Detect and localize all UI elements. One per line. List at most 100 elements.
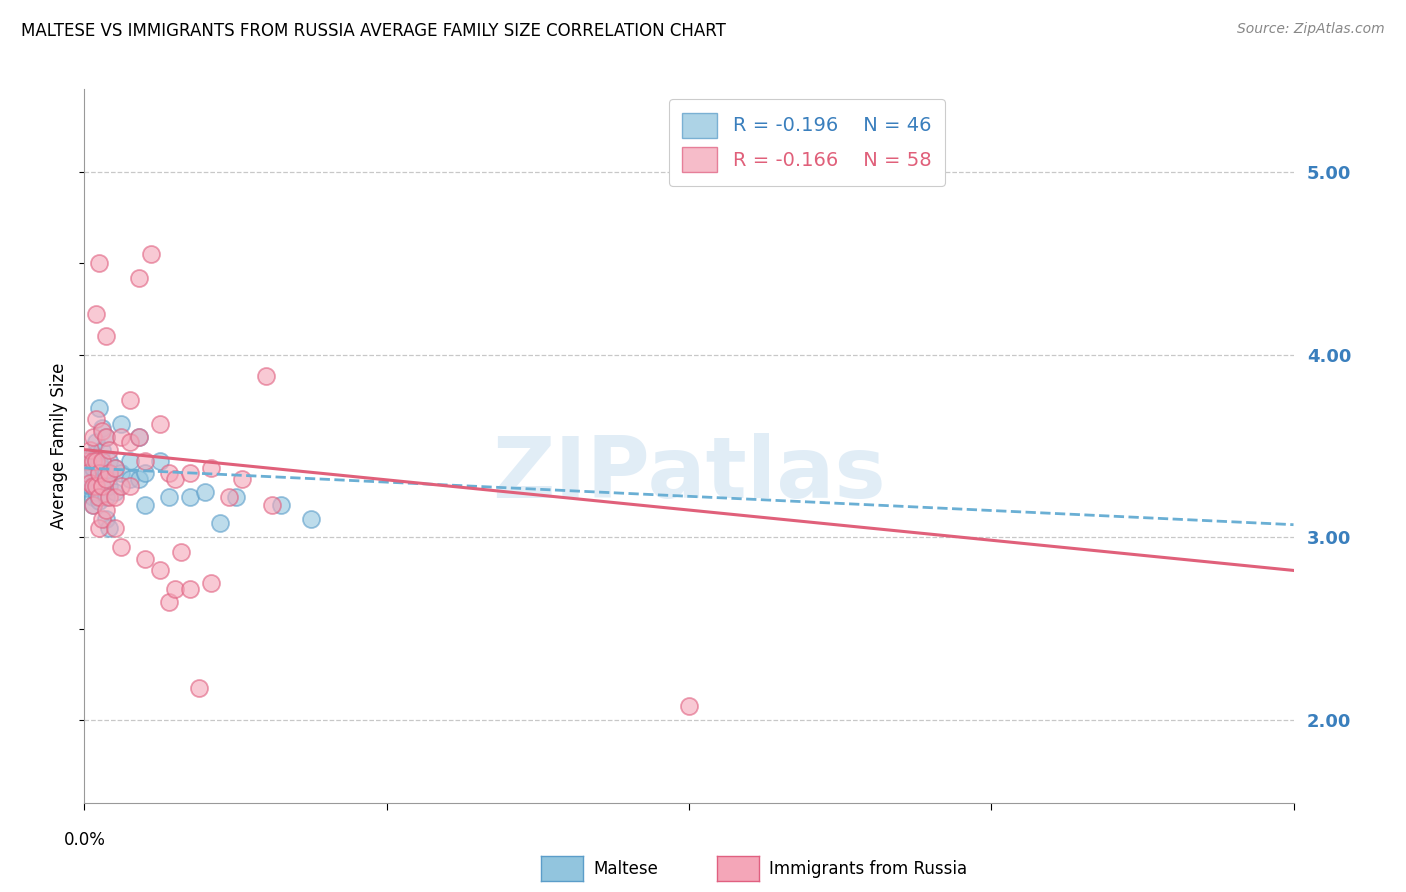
Text: ZIPatlas: ZIPatlas bbox=[492, 433, 886, 516]
Point bbox=[79, 442, 101, 457]
Point bbox=[86, 450, 108, 464]
Point bbox=[86, 411, 108, 425]
Point bbox=[149, 417, 172, 431]
Point bbox=[89, 494, 111, 508]
Point bbox=[165, 472, 187, 486]
Point bbox=[97, 442, 120, 457]
Point bbox=[260, 498, 283, 512]
Point bbox=[94, 503, 117, 517]
Point bbox=[82, 498, 104, 512]
Point bbox=[86, 453, 108, 467]
Text: MALTESE VS IMMIGRANTS FROM RUSSIA AVERAGE FAMILY SIZE CORRELATION CHART: MALTESE VS IMMIGRANTS FROM RUSSIA AVERAG… bbox=[21, 22, 725, 40]
Point bbox=[79, 479, 101, 493]
Point bbox=[89, 401, 111, 415]
Point bbox=[110, 417, 132, 431]
Point bbox=[218, 490, 240, 504]
Point bbox=[200, 576, 222, 591]
Point bbox=[94, 512, 117, 526]
Point bbox=[104, 490, 127, 504]
Text: Source: ZipAtlas.com: Source: ZipAtlas.com bbox=[1237, 22, 1385, 37]
Point bbox=[118, 479, 141, 493]
Point bbox=[76, 481, 98, 495]
Point bbox=[110, 430, 132, 444]
Legend: R = -0.196    N = 46, R = -0.166    N = 58: R = -0.196 N = 46, R = -0.166 N = 58 bbox=[669, 99, 945, 186]
Point bbox=[118, 435, 141, 450]
Point bbox=[97, 479, 120, 493]
Point bbox=[91, 479, 114, 493]
Point bbox=[200, 461, 222, 475]
Text: Immigrants from Russia: Immigrants from Russia bbox=[769, 860, 967, 878]
Point bbox=[128, 430, 150, 444]
Point bbox=[86, 479, 108, 493]
Point bbox=[97, 490, 120, 504]
Point bbox=[110, 467, 132, 481]
Point bbox=[179, 582, 201, 596]
Point bbox=[76, 467, 98, 481]
Point bbox=[157, 594, 180, 608]
Point bbox=[82, 490, 104, 504]
Point bbox=[86, 474, 108, 488]
Point bbox=[89, 467, 111, 481]
Point bbox=[82, 448, 104, 462]
Point bbox=[299, 512, 322, 526]
Point bbox=[110, 479, 132, 493]
Point bbox=[118, 393, 141, 408]
Point bbox=[128, 472, 150, 486]
Point bbox=[104, 521, 127, 535]
Point bbox=[89, 490, 111, 504]
Point bbox=[82, 430, 104, 444]
Point bbox=[91, 479, 114, 493]
Point bbox=[678, 698, 700, 713]
Point bbox=[231, 472, 253, 486]
Point bbox=[110, 540, 132, 554]
Point bbox=[157, 467, 180, 481]
Point bbox=[270, 498, 292, 512]
Point bbox=[82, 498, 104, 512]
Point bbox=[209, 516, 232, 530]
Point bbox=[89, 256, 111, 270]
Y-axis label: Average Family Size: Average Family Size bbox=[51, 363, 69, 529]
Point bbox=[82, 453, 104, 467]
Point bbox=[134, 467, 156, 481]
Point bbox=[134, 498, 156, 512]
Point bbox=[170, 545, 193, 559]
Point bbox=[94, 329, 117, 343]
Point bbox=[188, 681, 211, 695]
Point bbox=[254, 369, 277, 384]
Point bbox=[94, 490, 117, 504]
Point bbox=[97, 467, 120, 481]
Point bbox=[149, 563, 172, 577]
Point bbox=[91, 453, 114, 467]
Point bbox=[165, 582, 187, 596]
Point bbox=[91, 461, 114, 475]
Point bbox=[76, 453, 98, 467]
Point bbox=[139, 247, 162, 261]
Point bbox=[79, 475, 101, 490]
Point bbox=[89, 467, 111, 481]
Point bbox=[94, 467, 117, 481]
Point bbox=[86, 484, 108, 499]
Point bbox=[179, 490, 201, 504]
Point bbox=[134, 453, 156, 467]
Point bbox=[118, 453, 141, 467]
Point bbox=[104, 461, 127, 475]
Point bbox=[194, 484, 217, 499]
Point bbox=[128, 270, 150, 285]
Point bbox=[91, 420, 114, 434]
Point bbox=[89, 455, 111, 469]
Point bbox=[76, 470, 98, 484]
Point bbox=[104, 461, 127, 475]
Point bbox=[104, 484, 127, 499]
Point bbox=[149, 453, 172, 467]
Point bbox=[91, 512, 114, 526]
Point bbox=[91, 442, 114, 457]
Point bbox=[118, 472, 141, 486]
Point bbox=[97, 467, 120, 481]
Point bbox=[86, 307, 108, 321]
Text: 0.0%: 0.0% bbox=[63, 831, 105, 849]
Point bbox=[94, 472, 117, 486]
Point bbox=[97, 521, 120, 535]
Point bbox=[128, 430, 150, 444]
Point bbox=[157, 490, 180, 504]
Point bbox=[97, 453, 120, 467]
